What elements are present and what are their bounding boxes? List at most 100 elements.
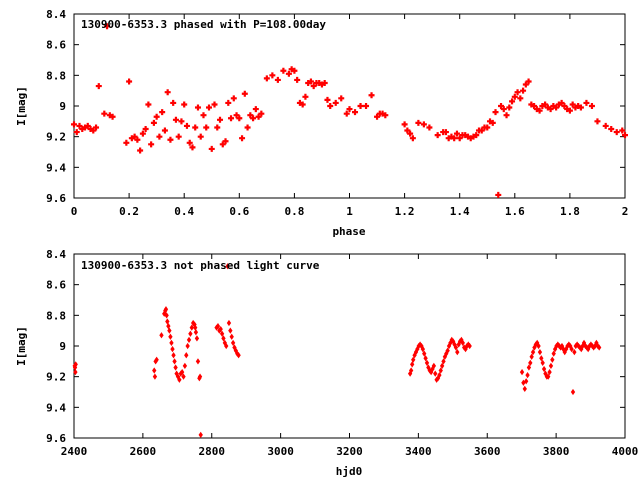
- x-tick-label: 3000: [267, 445, 294, 458]
- y-tick-label: 8.4: [46, 8, 66, 21]
- data-point: [324, 96, 331, 103]
- data-point: [185, 342, 190, 350]
- data-point: [520, 87, 527, 94]
- data-point: [569, 345, 574, 353]
- data-point: [161, 127, 168, 134]
- x-tick-label: 2400: [61, 445, 88, 458]
- data-point: [407, 130, 414, 137]
- data-point: [73, 129, 80, 136]
- data-point: [529, 353, 534, 360]
- x-ticks: 2400 2600 2800 3000 3200 3400 3600 3800 4000: [61, 254, 638, 458]
- data-point: [195, 358, 201, 365]
- data-point: [73, 361, 78, 368]
- data-point: [258, 110, 265, 117]
- data-point: [382, 112, 389, 119]
- data-point: [182, 362, 188, 370]
- data-point: [163, 306, 169, 313]
- data-point: [252, 106, 259, 113]
- data-point: [169, 339, 174, 347]
- data-point: [280, 67, 287, 74]
- data-point: [420, 345, 426, 353]
- x-tick-label: 1: [346, 205, 353, 218]
- data-point: [525, 372, 530, 379]
- data-point: [445, 347, 450, 354]
- data-point: [434, 132, 441, 139]
- data-point: [179, 368, 185, 376]
- data-point: [225, 99, 232, 106]
- y-tick-label: 8.6: [46, 39, 66, 52]
- data-point: [343, 110, 350, 117]
- data-point: [473, 132, 480, 139]
- data-point: [503, 112, 510, 119]
- data-point: [203, 124, 210, 131]
- data-point: [439, 362, 445, 370]
- data-point: [168, 333, 173, 340]
- y-tick-label: 9: [59, 340, 66, 353]
- y-tick-label: 9: [59, 100, 66, 113]
- data-point: [583, 99, 590, 106]
- unphased-light-curve-plot: 2400 2600 2800 3000 3200 3400 3600 3800 4000 8.4…: [15, 248, 638, 478]
- data-point: [517, 95, 524, 102]
- data-point: [321, 80, 328, 86]
- data-point: [455, 349, 460, 356]
- data-point: [526, 364, 532, 371]
- data-point: [244, 124, 251, 131]
- data-point: [95, 83, 102, 90]
- data-point: [134, 136, 141, 143]
- data-point: [197, 133, 204, 140]
- x-tick-label: 1.2: [395, 205, 415, 218]
- data-point: [363, 103, 370, 109]
- data-point: [588, 103, 595, 109]
- data-point: [101, 110, 108, 117]
- data-point: [409, 135, 416, 142]
- x-tick-label: 2800: [199, 445, 226, 458]
- data-point: [511, 93, 518, 100]
- y-tick-label: 9.2: [46, 131, 66, 144]
- data-point: [188, 330, 193, 337]
- data-point: [178, 118, 185, 125]
- data-point: [442, 129, 449, 136]
- data-point: [229, 333, 234, 340]
- data-point: [602, 122, 609, 129]
- data-points: [71, 23, 628, 198]
- data-point: [217, 116, 224, 123]
- data-point: [546, 373, 551, 380]
- data-point: [415, 119, 422, 126]
- data-point: [352, 109, 359, 116]
- data-point: [570, 388, 576, 396]
- x-tick-label: 2: [622, 205, 629, 218]
- data-point: [572, 349, 577, 356]
- data-point: [357, 103, 364, 109]
- data-point: [193, 329, 199, 336]
- data-point: [145, 101, 152, 108]
- data-point: [484, 124, 491, 131]
- data-point: [410, 361, 415, 368]
- data-point: [186, 139, 193, 146]
- data-point: [228, 115, 235, 122]
- y-tick-label: 9.6: [46, 432, 66, 445]
- data-point: [368, 92, 375, 99]
- data-point: [159, 332, 164, 339]
- data-point: [530, 349, 536, 356]
- data-point: [173, 364, 178, 371]
- data-point: [230, 95, 237, 102]
- data-point: [274, 76, 281, 83]
- data-point: [123, 139, 130, 146]
- data-point: [346, 106, 353, 113]
- data-point: [307, 78, 314, 85]
- data-point: [489, 119, 496, 126]
- data-point: [214, 124, 221, 131]
- x-tick-label: 0.4: [174, 205, 194, 218]
- y-ticks: 8.4 8.6 8.8 9 9.2 9.4 9.6: [46, 8, 625, 205]
- data-point: [183, 122, 190, 129]
- data-point: [170, 345, 175, 353]
- data-point: [523, 378, 529, 385]
- data-point: [547, 368, 552, 376]
- y-tick-label: 8.4: [46, 248, 66, 261]
- y-tick-label: 9.2: [46, 371, 66, 384]
- data-point: [194, 104, 201, 111]
- data-point: [73, 368, 78, 376]
- data-point: [205, 104, 212, 111]
- data-point: [71, 121, 77, 128]
